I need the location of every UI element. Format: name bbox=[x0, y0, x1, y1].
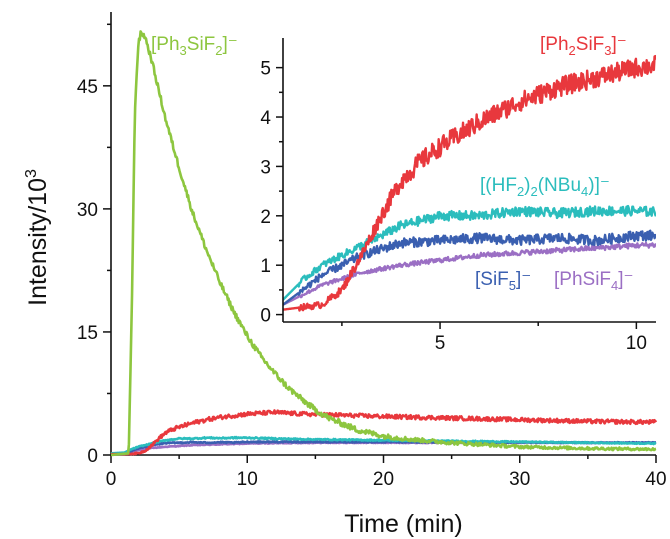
inset-y-tick-label: 1 bbox=[260, 256, 271, 277]
inset-label-hf22nbu4: [(HF2)2(NBu4)]⁻ bbox=[480, 175, 610, 199]
inset-label-sif5: [SiF5]⁻ bbox=[475, 269, 531, 293]
x-axis-title: Time (min) bbox=[344, 510, 463, 538]
inset-label-ph2sif3: [Ph2SiF3]⁻ bbox=[540, 34, 627, 58]
y-tick-label: 0 bbox=[87, 446, 98, 467]
x-tick-label: 10 bbox=[237, 469, 258, 490]
y-tick-label: 45 bbox=[77, 77, 98, 98]
x-tick-label: 20 bbox=[373, 469, 394, 490]
x-tick-label: 30 bbox=[509, 469, 530, 490]
inset-x-tick-label: 5 bbox=[435, 333, 446, 354]
inset-series-line-sif5 bbox=[283, 229, 656, 306]
y-axis-title: Intensity/103 bbox=[23, 169, 52, 306]
x-tick-label: 40 bbox=[645, 469, 666, 490]
series-line-ph3sif2 bbox=[110, 30, 657, 457]
inset-y-tick-label: 3 bbox=[260, 157, 271, 178]
inset-label-phsif4: [PhSiF4]⁻ bbox=[554, 269, 634, 293]
series-label-ph3sif2: [Ph3SiF2]⁻ bbox=[151, 34, 238, 58]
y-tick-label: 15 bbox=[77, 323, 98, 344]
inset-plot-area: 5 10 0 1 2 3 4 5 [Ph2SiF3]⁻ [(HF2)2(NBu4)]⁻ [SiF5]… bbox=[260, 34, 657, 354]
inset-series-line-ph2sif3 bbox=[283, 54, 656, 312]
inset-lines bbox=[283, 54, 656, 312]
inset-y-tick-label: 0 bbox=[260, 306, 271, 327]
series-line-ph2sif3 bbox=[110, 409, 658, 456]
inset-y-tick-label: 5 bbox=[260, 59, 271, 80]
inset-y-tick-label: 2 bbox=[260, 207, 271, 228]
y-tick-label: 30 bbox=[77, 200, 98, 221]
x-tick-label: 0 bbox=[106, 469, 117, 490]
inset-series-line-phsif4 bbox=[283, 241, 656, 306]
inset-y-tick-label: 4 bbox=[260, 108, 271, 129]
inset-x-tick-label: 10 bbox=[626, 333, 647, 354]
series-line-hf22nbu4 bbox=[110, 435, 657, 455]
inset-series-line-hf22nbu4 bbox=[283, 204, 656, 301]
